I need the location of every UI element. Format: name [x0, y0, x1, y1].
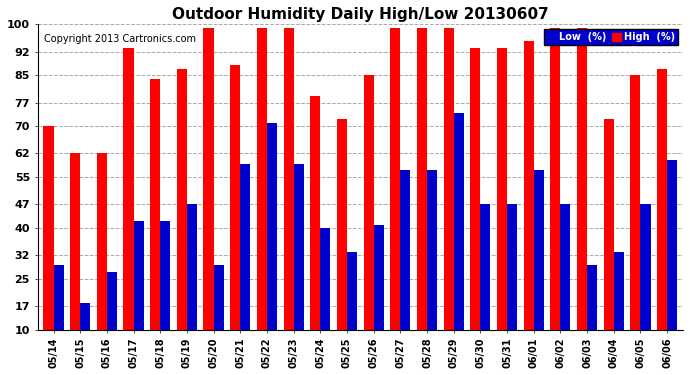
- Bar: [390, 28, 400, 364]
- Bar: [640, 204, 651, 364]
- Bar: [507, 204, 517, 364]
- Bar: [187, 204, 197, 364]
- Bar: [97, 153, 107, 364]
- Bar: [267, 123, 277, 364]
- Bar: [294, 164, 304, 364]
- Bar: [550, 28, 560, 364]
- Bar: [214, 266, 224, 364]
- Title: Outdoor Humidity Daily High/Low 20130607: Outdoor Humidity Daily High/Low 20130607: [172, 7, 549, 22]
- Bar: [337, 120, 347, 364]
- Text: Copyright 2013 Cartronics.com: Copyright 2013 Cartronics.com: [44, 34, 196, 44]
- Bar: [160, 221, 170, 364]
- Bar: [533, 170, 544, 364]
- Bar: [417, 28, 427, 364]
- Bar: [124, 48, 134, 364]
- Bar: [134, 221, 144, 364]
- Legend: Low  (%), High  (%): Low (%), High (%): [544, 29, 678, 45]
- Bar: [54, 266, 63, 364]
- Bar: [43, 126, 54, 364]
- Bar: [497, 48, 507, 364]
- Bar: [204, 28, 214, 364]
- Bar: [630, 75, 640, 364]
- Bar: [524, 42, 533, 364]
- Bar: [150, 79, 160, 364]
- Bar: [560, 204, 571, 364]
- Bar: [347, 252, 357, 364]
- Bar: [70, 153, 80, 364]
- Bar: [374, 225, 384, 364]
- Bar: [453, 113, 464, 364]
- Bar: [80, 303, 90, 364]
- Bar: [667, 160, 677, 364]
- Bar: [177, 69, 187, 364]
- Bar: [320, 228, 331, 364]
- Bar: [364, 75, 374, 364]
- Bar: [257, 28, 267, 364]
- Bar: [470, 48, 480, 364]
- Bar: [400, 170, 411, 364]
- Bar: [230, 65, 240, 364]
- Bar: [310, 96, 320, 364]
- Bar: [240, 164, 250, 364]
- Bar: [604, 120, 613, 364]
- Bar: [480, 204, 491, 364]
- Bar: [107, 272, 117, 364]
- Bar: [577, 28, 587, 364]
- Bar: [427, 170, 437, 364]
- Bar: [587, 266, 597, 364]
- Bar: [657, 69, 667, 364]
- Bar: [444, 28, 453, 364]
- Bar: [613, 252, 624, 364]
- Bar: [284, 28, 294, 364]
